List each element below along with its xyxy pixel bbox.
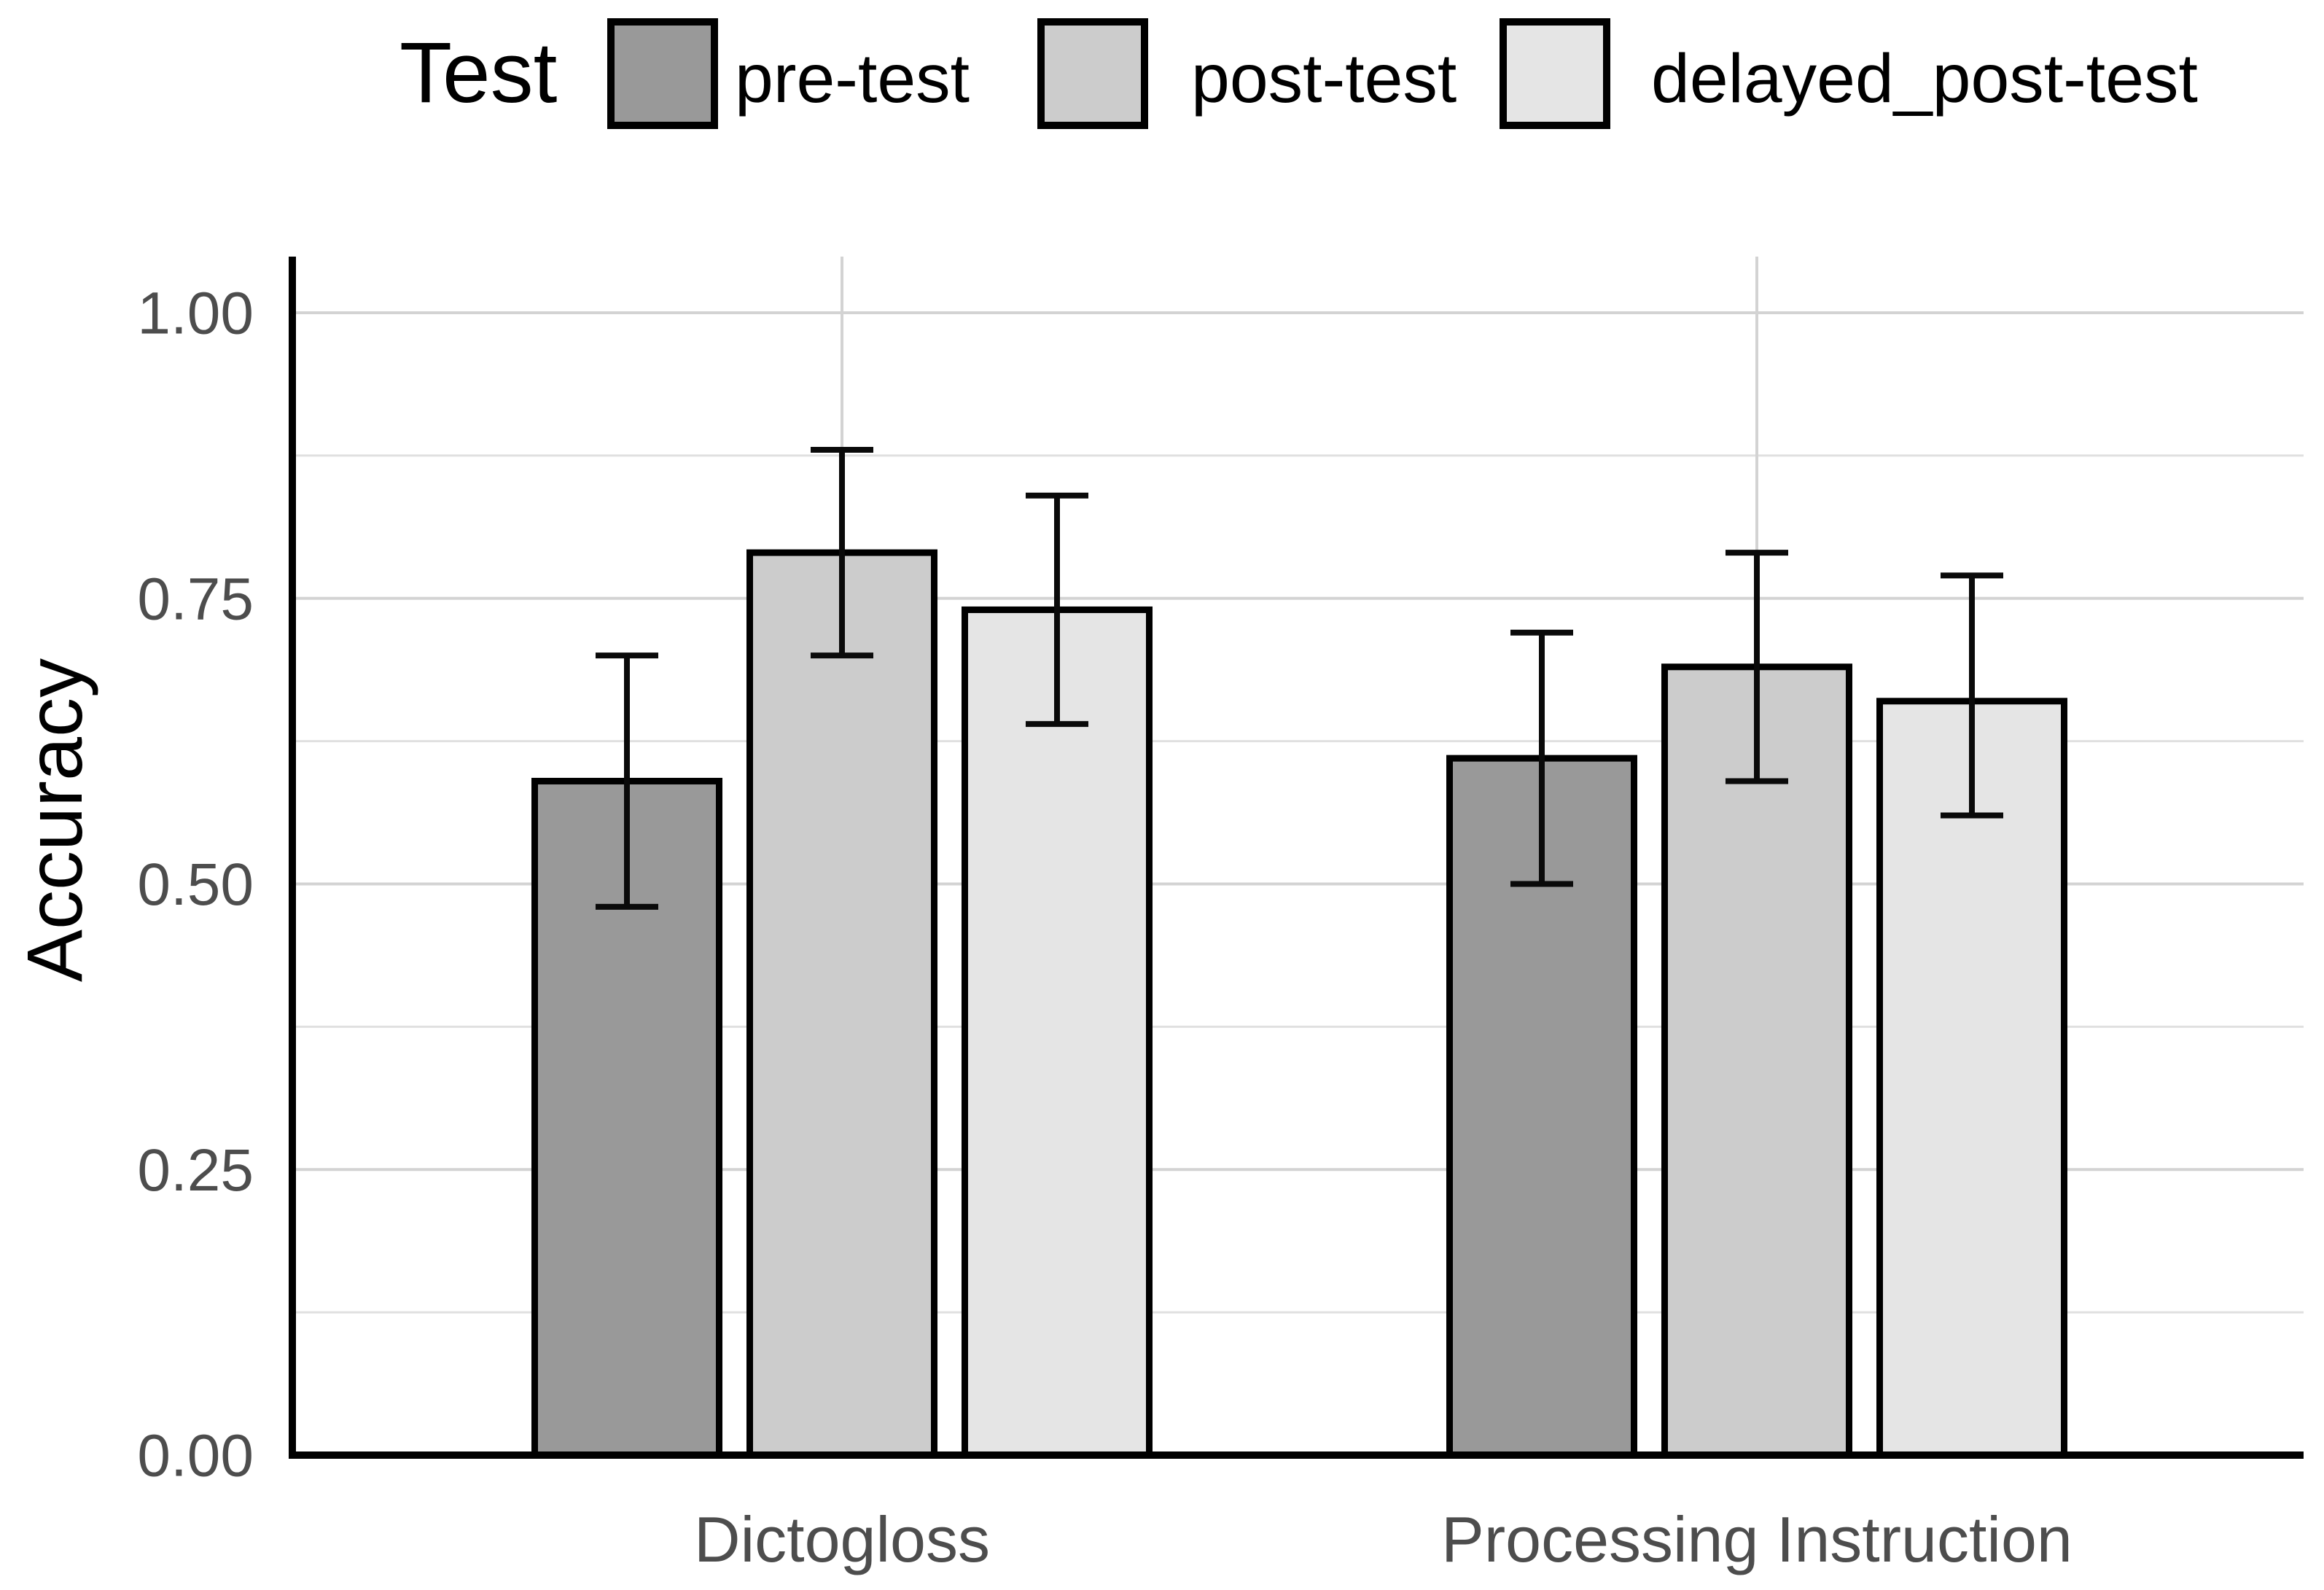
legend-label-pre-test: pre-test (735, 40, 970, 117)
bar-post-test (746, 549, 937, 1459)
x-category-label: Processing Instruction (1441, 1503, 2073, 1575)
legend-title: Test (399, 25, 557, 121)
legend-entries: pre-test post-test delayed_post-test (607, 18, 2198, 129)
bar-series (531, 549, 2067, 1459)
x-category-label: Dictogloss (694, 1503, 990, 1575)
legend-label-delayed_post-test: delayed_post-test (1651, 40, 2198, 117)
y-tick-labels: 0.00 0.25 0.50 0.75 1.00 (137, 281, 254, 1489)
legend-swatch-post-test (1037, 18, 1148, 129)
legend-swatch-pre-test (607, 18, 718, 129)
axis-lines (289, 257, 2304, 1459)
legend-label-post-test: post-test (1191, 40, 1457, 117)
y-tick-label: 0.50 (137, 851, 254, 918)
y-tick-label: 0.00 (137, 1423, 254, 1489)
y-tick-label: 0.75 (137, 566, 254, 632)
y-axis-title: Accuracy (10, 658, 98, 982)
y-tick-label: 0.25 (137, 1137, 254, 1204)
x-category-labels: Dictogloss Processing Instruction (694, 1503, 2073, 1575)
bar-post-test (1661, 663, 1852, 1459)
error-bars (596, 447, 2003, 910)
legend-swatch-delayed_post-test (1500, 18, 1610, 129)
legend: Test pre-test post-test delayed_post-test (399, 18, 2198, 129)
y-tick-label: 1.00 (137, 281, 254, 347)
bar-delayed_post-test (962, 606, 1153, 1459)
